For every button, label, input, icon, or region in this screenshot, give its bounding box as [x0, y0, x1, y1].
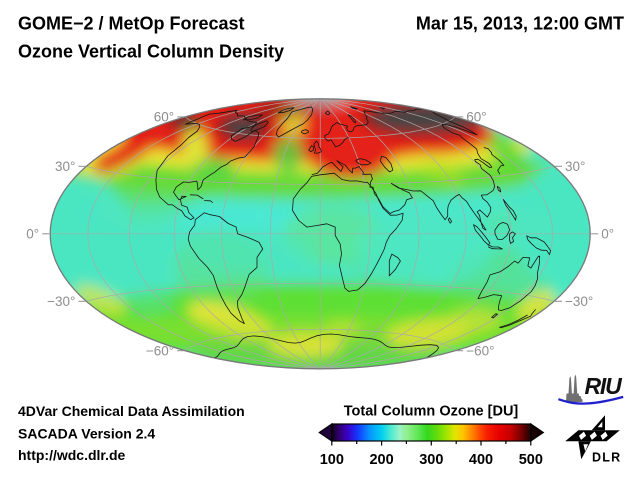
svg-text:−30°: −30°: [47, 294, 75, 309]
svg-text:30°: 30°: [55, 159, 75, 174]
svg-text:Total Column Ozone [DU]: Total Column Ozone [DU]: [344, 404, 519, 420]
svg-text:http://wdc.dlr.de: http://wdc.dlr.de: [18, 447, 126, 463]
svg-text:30°: 30°: [565, 159, 585, 174]
svg-text:60°: 60°: [154, 110, 174, 125]
svg-text:−30°: −30°: [565, 294, 593, 309]
svg-text:SACADA Version 2.4: SACADA Version 2.4: [18, 426, 155, 442]
svg-text:−60°: −60°: [146, 343, 174, 358]
svg-text:60°: 60°: [466, 110, 486, 125]
svg-text:0°: 0°: [601, 227, 614, 242]
svg-text:Mar 15, 2013, 12:00 GMT: Mar 15, 2013, 12:00 GMT: [416, 14, 624, 34]
svg-text:Ozone Vertical Column Density: Ozone Vertical Column Density: [18, 42, 284, 62]
svg-text:400: 400: [469, 452, 493, 468]
svg-text:−60°: −60°: [466, 343, 494, 358]
svg-text:100: 100: [320, 452, 344, 468]
svg-text:GOME−2 / MetOp Forecast: GOME−2 / MetOp Forecast: [18, 14, 245, 34]
svg-text:0°: 0°: [26, 227, 39, 242]
svg-text:500: 500: [519, 452, 543, 468]
svg-text:4DVar Chemical Data Assimilati: 4DVar Chemical Data Assimilation: [18, 403, 245, 419]
svg-text:200: 200: [369, 452, 393, 468]
svg-text:DLR: DLR: [592, 451, 621, 465]
svg-text:RIU: RIU: [585, 373, 624, 399]
svg-text:300: 300: [419, 452, 443, 468]
